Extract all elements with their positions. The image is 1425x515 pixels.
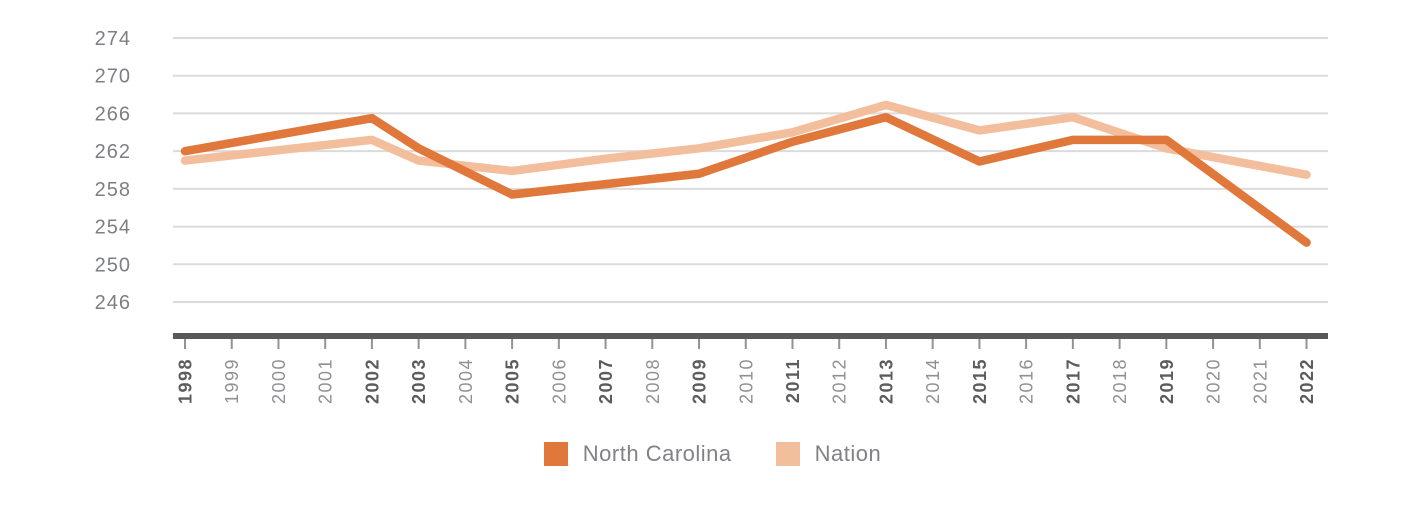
x-axis-label-2015: 2015 (970, 358, 990, 404)
x-axis-label-2008: 2008 (643, 358, 663, 404)
x-axis-label-2022: 2022 (1297, 358, 1317, 404)
x-axis-label-2017: 2017 (1063, 358, 1083, 404)
legend-label-north-carolina: North Carolina (582, 441, 732, 466)
y-axis-label: 254 (95, 217, 131, 239)
legend: North Carolina Nation (0, 441, 1425, 467)
x-axis-line (173, 333, 1328, 339)
x-axis-label-1998: 1998 (176, 358, 196, 404)
x-axis-label-1999: 1999 (222, 358, 242, 404)
x-axis-label-2002: 2002 (362, 358, 382, 404)
x-axis-label-2021: 2021 (1250, 358, 1270, 404)
x-axis-label-2018: 2018 (1110, 358, 1130, 404)
x-axis-label-2005: 2005 (503, 358, 523, 404)
y-axis-label: 274 (95, 28, 131, 50)
legend-swatch-nation (775, 442, 800, 466)
y-axis-label: 262 (95, 141, 131, 163)
x-axis-label-2010: 2010 (736, 358, 756, 404)
y-axis-label: 258 (95, 179, 131, 201)
y-axis-label: 246 (95, 292, 131, 314)
x-axis-label-2014: 2014 (923, 358, 943, 404)
x-axis-label-2016: 2016 (1017, 358, 1037, 404)
legend-swatch-north-carolina (543, 442, 568, 466)
x-axis-label-2003: 2003 (409, 358, 429, 404)
series-line-nation (180, 100, 1311, 179)
x-axis-label-2011: 2011 (783, 358, 803, 403)
x-axis-label-2007: 2007 (596, 358, 616, 404)
x-axis-label-2013: 2013 (876, 358, 896, 404)
y-axis-label: 250 (95, 254, 131, 276)
legend-label-nation: Nation (814, 441, 882, 466)
x-axis-label-2000: 2000 (269, 358, 289, 404)
x-axis-label-2006: 2006 (549, 358, 569, 404)
legend-item-nation: Nation (775, 441, 882, 467)
y-axis-label: 270 (95, 66, 131, 88)
x-axis-label-2012: 2012 (830, 358, 850, 404)
y-axis-label: 266 (95, 103, 131, 125)
x-axis-label-2020: 2020 (1204, 358, 1224, 404)
x-axis-label-2001: 2001 (316, 358, 336, 404)
legend-item-north-carolina: North Carolina (543, 441, 732, 467)
x-axis-label-2019: 2019 (1157, 358, 1177, 404)
series-line-north-carolina (180, 112, 1311, 247)
x-axis-label-2009: 2009 (690, 358, 710, 404)
x-axis-label-2004: 2004 (456, 358, 476, 404)
